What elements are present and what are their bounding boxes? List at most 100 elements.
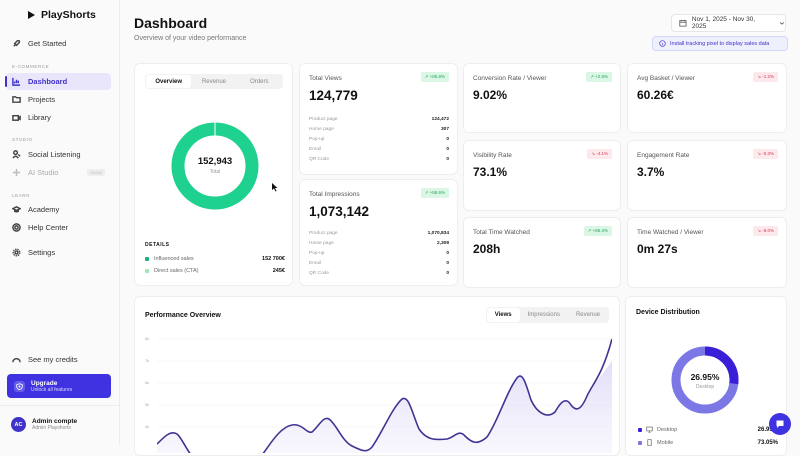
- sidebar-item-academy[interactable]: Academy: [6, 201, 111, 218]
- breakdown-row: Home page 2,308: [309, 241, 449, 246]
- breakdown-row: QR Code 0: [309, 157, 449, 162]
- sidebar: PlayShorts Get Started E-COMMERCE Dashbo…: [0, 0, 120, 444]
- kpi-label: Time Watched / Viewer: [637, 229, 704, 236]
- sidebar-item-label: Dashboard: [28, 77, 68, 86]
- date-range-value: Nov 1, 2025 - Nov 30, 2025: [691, 16, 756, 30]
- sidebar-item-get-started[interactable]: Get Started: [6, 35, 111, 52]
- change-badge: ↗ +58.6%: [420, 188, 449, 198]
- calendar-icon: [679, 19, 687, 27]
- breakdown-label: Home page: [309, 127, 334, 132]
- sidebar-item-help-center[interactable]: Help Center: [6, 219, 111, 236]
- breakdown-row: Product page 124,472: [309, 117, 449, 122]
- app-logo[interactable]: PlayShorts: [27, 9, 96, 21]
- upgrade-subtitle: Unlock all features: [31, 386, 73, 393]
- sidebar-item-label: Library: [28, 113, 51, 122]
- breakdown-row: Pop-up 0: [309, 251, 449, 256]
- upgrade-button[interactable]: Upgrade Unlock all features: [7, 374, 111, 398]
- install-pixel-button[interactable]: Install tracking pixel to display sales …: [652, 36, 788, 51]
- kpi-label: Conversion Rate / Viewer: [473, 75, 547, 82]
- overview-tabs: Overview Revenue Orders: [145, 74, 283, 89]
- tab-overview[interactable]: Overview: [146, 75, 192, 88]
- device-donut-chart: [671, 346, 739, 414]
- mouse-cursor-icon: [272, 183, 278, 192]
- user-org: Admin Playshorts: [32, 425, 71, 431]
- y-axis-tick: 8k: [145, 336, 150, 341]
- shield-plus-icon: [14, 380, 25, 392]
- breakdown-label: QR Code: [309, 271, 329, 276]
- breakdown-row: QR Code 0: [309, 271, 449, 276]
- y-axis-tick: 4k: [145, 424, 150, 429]
- breakdown-label: Product page: [309, 231, 338, 236]
- detail-label: Influenced sales: [154, 256, 194, 262]
- breakdown-value: 1,070,834: [427, 231, 449, 236]
- tab-impressions[interactable]: Impressions: [527, 312, 560, 318]
- tab-revenue[interactable]: Revenue: [201, 78, 226, 85]
- breakdown-label: Email: [309, 147, 321, 152]
- breakdown-row: Email 0: [309, 147, 449, 152]
- detail-value: 152 700€: [262, 256, 285, 262]
- device-center-label: Desktop: [695, 384, 715, 390]
- user-name: Admin compte: [32, 418, 78, 425]
- credits-label: See my credits: [28, 355, 78, 364]
- y-axis-tick: 7k: [145, 358, 150, 363]
- avatar: AC: [11, 417, 26, 432]
- date-range-picker[interactable]: Nov 1, 2025 - Nov 30, 2025: [671, 14, 786, 32]
- sidebar-item-social-listening[interactable]: Social Listening: [6, 146, 111, 163]
- playshorts-logo-icon: [28, 11, 35, 19]
- see-credits-link[interactable]: See my credits: [6, 351, 111, 368]
- rocket-icon: [13, 39, 21, 47]
- detail-value: 245€: [272, 268, 285, 274]
- sidebar-item-label: Settings: [28, 248, 56, 257]
- device-distribution-card: Device Distribution 26.95% Desktop Deskt…: [625, 296, 787, 456]
- kpi-card-total-time: Total Time Watched ↗ +85.3% 208h: [463, 217, 621, 288]
- kpi-value: 73.1%: [473, 165, 508, 179]
- sidebar-item-ai-studio[interactable]: AI Studio SOON: [6, 164, 111, 181]
- tab-revenue[interactable]: Revenue: [575, 312, 600, 318]
- sparkle-icon: [12, 168, 21, 177]
- sidebar-item-projects[interactable]: Projects: [6, 91, 111, 108]
- section-label-studio: STUDIO: [12, 137, 33, 142]
- device-row-mobile: Mobile 73.05%: [638, 439, 778, 446]
- donut-total-value: 152,943: [197, 156, 233, 167]
- sidebar-item-settings[interactable]: Settings: [6, 244, 111, 261]
- kpi-value: 0m 27s: [637, 242, 678, 256]
- legend-dot: [638, 440, 642, 445]
- sidebar-item-library[interactable]: Library: [6, 109, 111, 126]
- performance-tabs: Views Impressions Revenue: [485, 307, 609, 323]
- breakdown-label: Pop-up: [309, 137, 325, 142]
- breakdown-value: 0: [446, 147, 449, 152]
- breakdown-value: 0: [446, 261, 449, 266]
- detail-label: Direct sales (CTA): [154, 268, 199, 274]
- sidebar-item-label: AI Studio: [28, 168, 59, 177]
- kpi-value: 1,073,142: [309, 204, 370, 219]
- tab-views[interactable]: Views: [486, 308, 520, 322]
- sidebar-item-dashboard[interactable]: Dashboard: [5, 73, 111, 90]
- sidebar-divider: [0, 405, 120, 406]
- breakdown-label: QR Code: [309, 157, 329, 162]
- device-value: 26.95%: [757, 426, 778, 433]
- page-title: Dashboard: [134, 15, 208, 31]
- performance-overview-card: Performance Overview Views Impressions R…: [134, 296, 620, 456]
- kpi-card-time-per-viewer: Time Watched / Viewer ↘ -8.0% 0m 27s: [627, 217, 787, 288]
- breakdown-value: 0: [446, 137, 449, 142]
- kpi-label: Engagement Rate: [637, 152, 690, 159]
- kpi-card-conversion: Conversion Rate / Viewer ↗ +2.8% 9.02%: [463, 63, 621, 133]
- tab-orders[interactable]: Orders: [250, 78, 269, 85]
- kpi-label: Avg Basket / Viewer: [637, 75, 695, 82]
- breakdown-value: 124,472: [431, 117, 449, 122]
- chart-bar-icon: [12, 77, 21, 86]
- change-badge: ↗ +85.3%: [583, 226, 612, 236]
- sidebar-item-label: Projects: [28, 95, 56, 104]
- user-profile[interactable]: AC Admin compte Admin Playshorts: [11, 417, 77, 432]
- legend-dot: [145, 269, 149, 273]
- folder-icon: [12, 96, 21, 103]
- install-pixel-label: Install tracking pixel to display sales …: [670, 40, 770, 47]
- monitor-icon: [646, 426, 653, 433]
- kpi-value: 60.26€: [637, 88, 674, 102]
- donut-total-label: Total: [209, 169, 221, 175]
- kpi-card-visibility: Visibility Rate ↘ -4.1% 73.1%: [463, 140, 621, 211]
- graduation-cap-icon: [12, 205, 21, 213]
- sidebar-item-label: Help Center: [28, 223, 69, 232]
- lifebuoy-icon: [12, 223, 21, 232]
- chat-button[interactable]: [769, 413, 791, 435]
